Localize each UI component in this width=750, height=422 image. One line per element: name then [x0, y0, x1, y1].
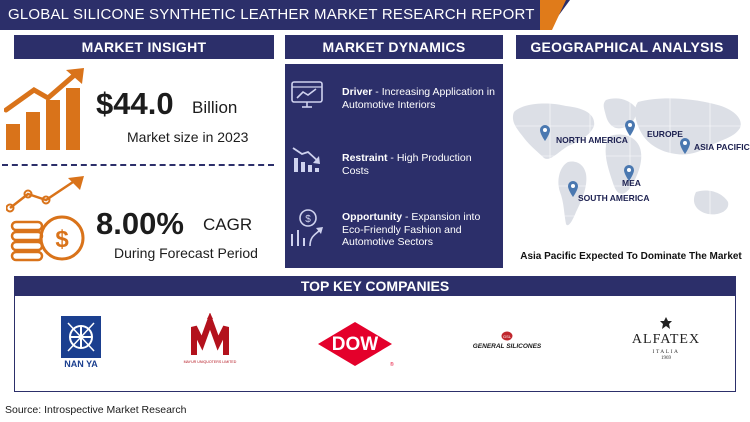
market-dynamics-panel: Driver - Increasing Application in Autom…	[285, 64, 503, 268]
market-size-unit: Billion	[192, 98, 238, 117]
geo-footnote: Asia Pacific Expected To Dominate The Ma…	[520, 251, 742, 262]
dow-diamond-icon: ®	[318, 322, 394, 368]
mayur-emblem-icon	[191, 312, 229, 355]
opportunity-text: - Expansion into Eco-Friendly Fashion an…	[342, 211, 481, 248]
svg-text:®: ®	[390, 361, 394, 368]
south-america-pin-icon	[568, 181, 578, 197]
market-size-value: $44.0	[96, 86, 174, 121]
svg-text:GSL: GSL	[503, 334, 512, 339]
alfatex-crest-icon	[660, 317, 672, 329]
driver-text: - Increasing Application in Automotive I…	[342, 86, 495, 111]
mayur-name: MAYUR UNIQUOTERS LIMITED	[183, 360, 237, 364]
general-silicones-logo: GSL GENERAL SILICONES	[470, 331, 544, 355]
svg-text:$: $	[305, 214, 311, 225]
mayur-logo: MAYUR UNIQUOTERS LIMITED	[180, 312, 240, 369]
market-size-caption: Market size in 2023	[127, 129, 249, 145]
source-note: Source: Introspective Market Research	[5, 404, 187, 416]
mea-pin-icon	[624, 165, 634, 181]
report-title: GLOBAL SILICONE SYNTHETIC LEATHER MARKET…	[8, 6, 535, 23]
cagr-value: 8.00%	[96, 206, 184, 241]
driver-label: Driver	[342, 86, 373, 98]
general-silicones-name: GENERAL SILICONES	[472, 343, 542, 350]
title-accent	[540, 0, 552, 30]
dow-name: DOW	[331, 334, 379, 355]
alfatex-country: ITALIA	[652, 349, 680, 355]
europe-label: EUROPE	[647, 129, 683, 139]
cagr-caption: During Forecast Period	[114, 245, 258, 261]
companies-box	[14, 296, 736, 392]
asia-pacific-pin-icon	[680, 138, 690, 154]
south-america-label: SOUTH AMERICA	[578, 193, 650, 203]
top-companies-header: TOP KEY COMPANIES	[14, 276, 736, 296]
restraint-item: Restraint - High Production Costs	[342, 152, 498, 177]
alfatex-logo: ALFATEX ITALIA 1969	[628, 316, 704, 372]
europe-pin-icon	[625, 120, 635, 136]
alfatex-name: ALFATEX	[631, 332, 701, 347]
north-america-pin-icon	[540, 125, 550, 141]
restraint-label: Restraint	[342, 152, 388, 164]
driver-item: Driver - Increasing Application in Autom…	[342, 86, 498, 111]
title-bar: GLOBAL SILICONE SYNTHETIC LEATHER MARKET…	[0, 0, 570, 30]
geographical-analysis-header: GEOGRAPHICAL ANALYSIS	[516, 35, 738, 59]
restraint-text: - High Production Costs	[342, 152, 472, 177]
cagr-label: CAGR	[203, 215, 253, 234]
coins-growth-icon: $	[6, 176, 85, 262]
dow-logo: ® DOW	[316, 320, 394, 368]
title-accent-tip	[552, 0, 566, 30]
market-insight-header: MARKET INSIGHT	[14, 35, 274, 59]
divider	[2, 164, 274, 166]
opportunity-label: Opportunity	[342, 211, 403, 223]
north-america-label: NORTH AMERICA	[556, 135, 628, 145]
alfatex-year: 1969	[661, 356, 671, 361]
growth-opportunity-icon: $	[291, 209, 323, 247]
declining-chart-icon	[292, 147, 320, 172]
nan-ya-logo: NAN YA	[60, 315, 102, 373]
nan-ya-emblem-icon	[61, 316, 101, 358]
mea-label: MEA	[622, 178, 641, 188]
opportunity-item: Opportunity - Expansion into Eco-Friendl…	[342, 211, 498, 249]
asia-pacific-label: ASIA PACIFIC	[694, 142, 750, 152]
market-dynamics-header: MARKET DYNAMICS	[285, 35, 503, 59]
monitor-chart-icon	[291, 81, 323, 108]
svg-text:$: $	[55, 226, 69, 253]
nan-ya-name: NAN YA	[64, 359, 98, 369]
general-silicones-emblem-icon: GSL	[501, 331, 513, 341]
growth-bar-chart-icon	[4, 68, 84, 150]
